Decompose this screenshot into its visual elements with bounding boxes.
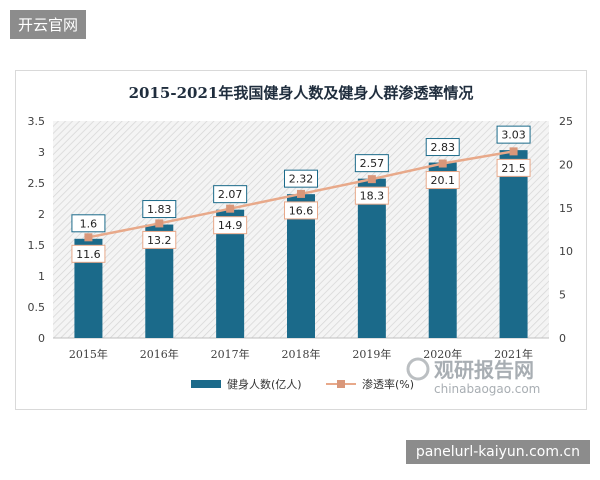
- bar-data-label-box: [142, 200, 177, 219]
- x-tick-label: 2019年: [352, 347, 391, 361]
- legend: 健身人数(亿人) 渗透率(%): [191, 377, 414, 391]
- line-data-label-box: [354, 186, 389, 205]
- legend-label-line: 渗透率(%): [362, 377, 414, 391]
- bar-data-label: 2.07: [218, 188, 243, 201]
- bar-data-label: 2.83: [430, 141, 455, 154]
- y-left-tick-label: 1: [38, 270, 45, 283]
- y-left-tick-label: 1.5: [28, 239, 46, 252]
- x-tick-label: 2020年: [423, 347, 462, 361]
- y-left-tick-label: 3: [38, 146, 45, 159]
- bar-data-label-box: [71, 214, 106, 233]
- bar-data-label: 1.83: [147, 203, 172, 216]
- x-tick-label: 2017年: [211, 347, 250, 361]
- combo-chart: 2015-2021年我国健身人数及健身人群渗透率情况 0 0.5 1 1.5 2 2.5 3…: [28, 84, 574, 396]
- y-right-tick-label: 5: [559, 289, 566, 302]
- bar: [357, 178, 386, 338]
- line-point: [438, 159, 447, 168]
- line-data-label: 14.9: [218, 219, 243, 232]
- watermark-bottom-badge: panelurl-kaiyun.com.cn: [405, 440, 590, 464]
- x-tick-label: 2015年: [69, 347, 108, 361]
- line-point: [509, 147, 518, 156]
- line-data-label: 20.1: [430, 174, 455, 187]
- bar: [499, 150, 528, 338]
- y-right-tick-label: 15: [559, 202, 573, 215]
- site-watermark-name: 观研报告网: [434, 358, 534, 382]
- y-right-tick-label: 0: [559, 332, 566, 345]
- line-point: [226, 204, 235, 213]
- y-right-tick-label: 25: [559, 115, 573, 128]
- y-right-tick-label: 10: [559, 245, 573, 258]
- line-data-label: 13.2: [147, 234, 172, 247]
- line-data-label: 18.3: [360, 190, 385, 203]
- bar-data-label: 1.6: [80, 217, 98, 230]
- y-right-tick-label: 20: [559, 158, 573, 171]
- line-point: [155, 219, 164, 228]
- bar-data-label-box: [425, 138, 460, 157]
- legend-swatch-bar: [191, 380, 221, 388]
- x-tick-label: 2021年: [494, 347, 533, 361]
- chart-title: 2015-2021年我国健身人数及健身人群渗透率情况: [129, 84, 474, 102]
- bar-data-label: 3.03: [501, 129, 526, 142]
- line-data-label-box: [496, 158, 531, 177]
- x-tick-label: 2018年: [282, 347, 321, 361]
- legend-swatch-marker: [337, 380, 345, 388]
- line-data-label-box: [71, 244, 106, 263]
- site-watermark-logo-icon: [406, 357, 430, 381]
- bar-data-label-box: [496, 125, 531, 144]
- y-left-tick-label: 0.5: [28, 301, 46, 314]
- y-left-tick-label: 2: [38, 208, 45, 221]
- line-data-label: 16.6: [289, 204, 314, 217]
- line-data-label-box: [425, 171, 460, 190]
- line-data-label-box: [284, 201, 318, 220]
- line-data-label-box: [213, 216, 248, 235]
- bar-data-label-box: [213, 185, 248, 204]
- y-left-tick-label: 2.5: [28, 177, 46, 190]
- watermark-top-badge: 开云官网: [10, 10, 87, 39]
- line-point: [84, 233, 93, 242]
- x-tick-label: 2016年: [140, 347, 179, 361]
- y-left-tick-label: 3.5: [28, 115, 46, 128]
- site-watermark-url: chinabaogao.com: [434, 382, 540, 396]
- legend-label-bar: 健身人数(亿人): [227, 377, 302, 391]
- bar: [428, 162, 457, 338]
- line-data-label-box: [142, 230, 177, 249]
- chart-panel: 2015-2021年我国健身人数及健身人群渗透率情况 0 0.5 1 1.5 2 2.5 3…: [15, 70, 587, 410]
- line-data-label: 11.6: [76, 248, 101, 261]
- bar-data-label: 2.32: [289, 173, 314, 186]
- line-data-label: 21.5: [501, 162, 526, 175]
- line-point: [297, 189, 305, 198]
- site-watermark: 观研报告网 chinabaogao.com: [406, 357, 540, 396]
- line-point: [367, 175, 376, 184]
- y-left-tick-label: 0: [38, 332, 45, 345]
- bar-data-label-box: [354, 154, 389, 173]
- bar-data-label: 2.57: [360, 157, 385, 170]
- bar-data-label-box: [284, 169, 318, 188]
